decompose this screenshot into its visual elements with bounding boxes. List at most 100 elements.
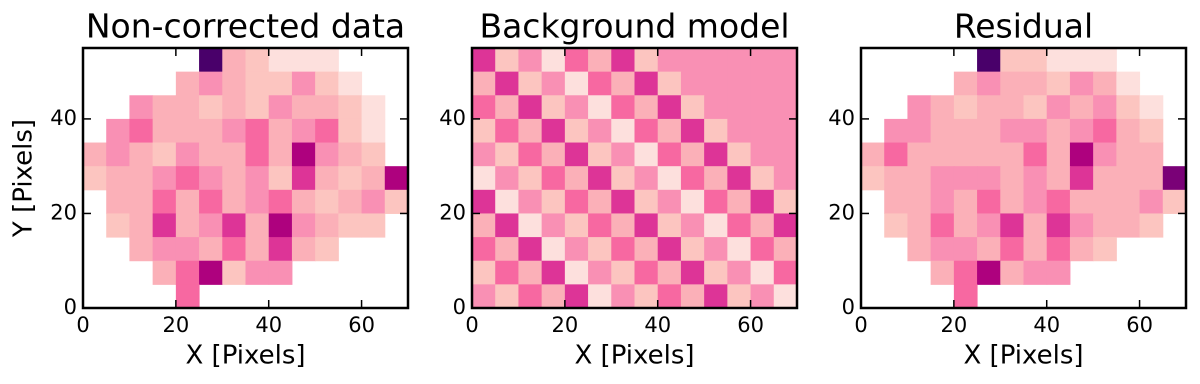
pixel-cell: [1023, 48, 1048, 73]
pixel-cell: [152, 189, 177, 214]
pixel-cell: [1046, 213, 1071, 238]
pixel-cell: [704, 237, 728, 262]
pixel-cell: [907, 142, 932, 167]
pixel-cell: [222, 189, 246, 214]
pixel-cell: [315, 48, 339, 73]
pixel-cell: [199, 166, 223, 191]
pixel-cell: [953, 71, 978, 96]
pixel-cell: [518, 95, 543, 120]
pixel-cell: [495, 118, 519, 144]
pixel-cell: [338, 142, 363, 167]
pixel-cell: [727, 284, 752, 309]
pixel-cell: [704, 48, 728, 73]
pixel-cell: [907, 118, 932, 144]
panel-title: Non-corrected data: [86, 7, 405, 46]
pixel-cell: [750, 166, 775, 191]
pixel-cell: [222, 118, 246, 144]
pixel-cell: [541, 213, 566, 238]
pixel-cell: [245, 142, 270, 167]
pixel-cell: [1069, 118, 1094, 144]
pixel-cell: [338, 71, 363, 96]
pixel-cell: [930, 213, 955, 238]
pixel-cell: [495, 71, 519, 96]
pixel-cell: [175, 166, 200, 191]
pixel-cell: [588, 260, 612, 285]
pixel-cell: [1046, 48, 1071, 73]
pixel-cell: [750, 284, 775, 309]
pixel-cell: [907, 213, 932, 238]
pixel-cell: [518, 213, 543, 238]
pixel-cell: [1139, 166, 1164, 191]
pixel-cell: [773, 237, 798, 262]
pixel-cell: [1000, 237, 1024, 262]
pixel-cell: [611, 142, 635, 167]
pixel-cell: [199, 118, 223, 144]
pixel-cell: [268, 189, 293, 214]
pixel-cell: [106, 118, 130, 144]
pixel-cell: [977, 237, 1001, 262]
x-tick-label: 60: [1126, 313, 1153, 337]
pixel-cell: [199, 213, 223, 238]
pixel-cell: [245, 237, 270, 262]
pixel-cell: [495, 166, 519, 191]
pixel-cell: [634, 284, 659, 309]
pixel-cell: [1023, 118, 1048, 144]
pixel-cell: [727, 260, 752, 285]
pixel-cell: [291, 95, 316, 120]
pixel-cell: [268, 166, 293, 191]
pixel-cell: [1069, 71, 1094, 96]
pixel-cell: [634, 166, 659, 191]
pixel-cell: [634, 118, 659, 144]
pixel-cell: [1093, 142, 1117, 167]
pixel-cell: [361, 95, 386, 120]
pixel-cell: [680, 142, 705, 167]
pixel-cell: [564, 48, 589, 73]
pixel-cell: [1069, 142, 1094, 167]
pixel-cell: [680, 189, 705, 214]
pixel-cell: [152, 237, 177, 262]
pixel-cell: [657, 166, 682, 191]
pixel-cell: [518, 237, 543, 262]
pixel-cell: [930, 237, 955, 262]
pixel-cell: [541, 189, 566, 214]
pixel-cell: [750, 237, 775, 262]
panel-title: Residual: [954, 7, 1093, 46]
x-tick-label: 0: [465, 313, 478, 337]
pixel-cell: [634, 260, 659, 285]
pixel-cell: [727, 71, 752, 96]
pixel-cell: [106, 189, 130, 214]
pixel-cell: [977, 213, 1001, 238]
pixel-cell: [472, 48, 496, 73]
pixel-cell: [977, 118, 1001, 144]
pixel-cell: [495, 237, 519, 262]
pixel-cell: [750, 95, 775, 120]
pixel-cell: [930, 189, 955, 214]
pixel-cell: [541, 118, 566, 144]
x-tick-label: 40: [255, 313, 282, 337]
x-tick-label: 40: [1033, 313, 1060, 337]
pixel-cell: [175, 237, 200, 262]
pixel-cell: [83, 142, 107, 167]
pixel-cell: [268, 95, 293, 120]
pixel-cell: [680, 260, 705, 285]
pixel-cell: [83, 166, 107, 191]
pixel-cell: [1023, 189, 1048, 214]
pixel-cell: [680, 118, 705, 144]
pixel-cell: [634, 189, 659, 214]
y-tick-label: 40: [439, 106, 466, 130]
pixel-cell: [680, 237, 705, 262]
pixel-cell: [291, 213, 316, 238]
pixel-cell: [518, 71, 543, 96]
pixel-cell: [152, 118, 177, 144]
pixel-cell: [222, 260, 246, 285]
pixel-cell: [588, 142, 612, 167]
pixel-cell: [268, 142, 293, 167]
pixel-cell: [315, 166, 339, 191]
pixel-cell: [773, 142, 798, 167]
pixel-cell: [245, 260, 270, 285]
x-tick-label: 20: [940, 313, 967, 337]
pixel-cell: [175, 71, 200, 96]
pixel-cell: [222, 71, 246, 96]
pixel-cell: [384, 166, 409, 191]
